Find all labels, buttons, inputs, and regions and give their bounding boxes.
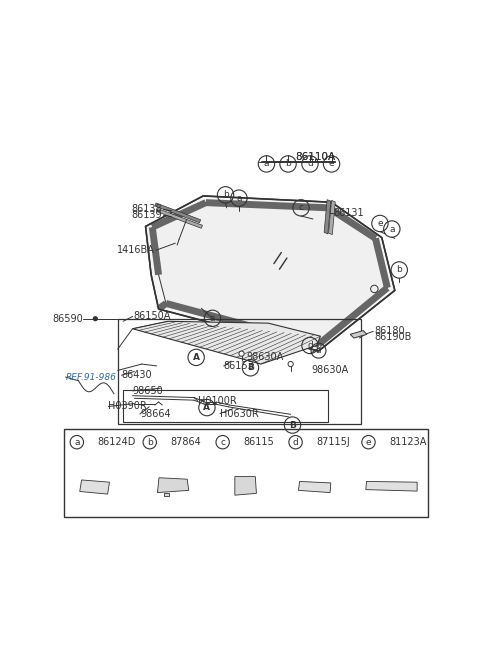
Polygon shape	[299, 481, 331, 493]
Polygon shape	[350, 330, 367, 338]
Text: b: b	[396, 265, 402, 275]
Text: 98630A: 98630A	[246, 352, 283, 361]
Text: a: a	[74, 438, 80, 447]
Text: c: c	[299, 203, 303, 213]
Text: H0630R: H0630R	[220, 408, 259, 418]
Text: B: B	[289, 420, 296, 430]
Text: 86139: 86139	[132, 211, 162, 220]
Polygon shape	[164, 493, 169, 496]
Text: d: d	[293, 438, 299, 447]
Polygon shape	[157, 478, 189, 493]
Text: 98630A: 98630A	[311, 365, 348, 375]
Text: a: a	[389, 224, 395, 234]
Text: 87115J: 87115J	[316, 437, 350, 448]
Text: H0390R: H0390R	[108, 401, 147, 412]
Polygon shape	[64, 429, 428, 516]
Text: e: e	[366, 438, 372, 447]
Text: 98664: 98664	[140, 409, 170, 419]
Polygon shape	[235, 477, 256, 495]
Text: d: d	[307, 341, 313, 350]
Polygon shape	[145, 196, 395, 351]
Text: 86115: 86115	[243, 437, 274, 448]
Text: d: d	[307, 160, 313, 168]
Polygon shape	[156, 209, 203, 228]
Text: 86138: 86138	[132, 205, 162, 214]
Text: A: A	[204, 403, 210, 412]
Polygon shape	[329, 201, 335, 234]
Polygon shape	[80, 480, 109, 494]
Text: a: a	[210, 314, 215, 323]
Text: 98650: 98650	[132, 386, 163, 396]
Text: e: e	[377, 219, 383, 228]
Polygon shape	[366, 481, 417, 491]
Text: c: c	[220, 438, 225, 447]
Polygon shape	[152, 203, 387, 344]
Text: A: A	[192, 353, 200, 362]
Text: a: a	[316, 346, 321, 355]
Text: 86190B: 86190B	[374, 332, 412, 342]
Text: 86124D: 86124D	[97, 437, 136, 448]
Text: REF.91-986: REF.91-986	[66, 373, 117, 381]
Text: 86150A: 86150A	[133, 311, 171, 322]
Text: 86180: 86180	[374, 326, 405, 336]
Text: a: a	[264, 160, 269, 168]
Circle shape	[239, 351, 244, 356]
Text: a: a	[236, 194, 242, 203]
Text: b: b	[147, 438, 153, 447]
Polygon shape	[155, 203, 201, 222]
Text: 86110A: 86110A	[295, 152, 335, 162]
Text: 87864: 87864	[170, 437, 201, 448]
Text: 1416BA: 1416BA	[117, 245, 155, 256]
Polygon shape	[132, 321, 321, 364]
Text: H0100R: H0100R	[198, 395, 236, 406]
Text: 86110A: 86110A	[295, 152, 335, 162]
Text: 86590: 86590	[52, 314, 83, 324]
Text: 86430: 86430	[121, 370, 152, 380]
Polygon shape	[324, 200, 331, 234]
Text: b: b	[223, 190, 228, 199]
Circle shape	[93, 316, 98, 321]
Circle shape	[288, 361, 293, 367]
Text: e: e	[329, 160, 335, 168]
Text: 86131: 86131	[334, 209, 364, 218]
Text: b: b	[285, 160, 291, 168]
Text: 86153: 86153	[224, 361, 254, 371]
Text: 81123A: 81123A	[389, 437, 426, 448]
Text: B: B	[247, 363, 254, 372]
